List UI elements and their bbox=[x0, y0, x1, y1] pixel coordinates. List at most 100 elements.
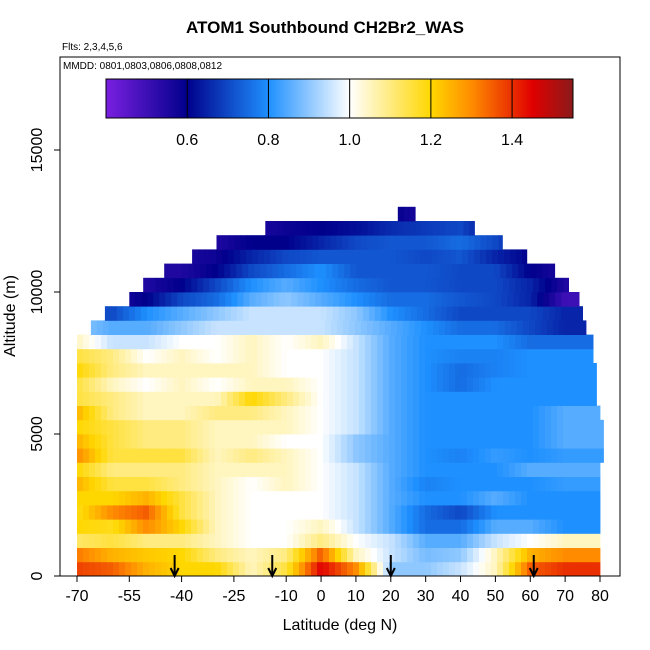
heatmap-cell bbox=[455, 519, 462, 534]
heatmap-cell bbox=[287, 434, 294, 449]
heatmap-cell bbox=[243, 292, 250, 307]
heatmap-cell bbox=[467, 334, 474, 350]
heatmap-cell bbox=[324, 249, 331, 264]
heatmap-cell bbox=[359, 462, 366, 477]
heatmap-cell bbox=[281, 476, 288, 492]
heatmap-cell bbox=[416, 306, 424, 321]
heatmap-cell bbox=[371, 348, 378, 364]
heatmap-cell bbox=[527, 391, 534, 406]
heatmap-cell bbox=[401, 377, 408, 392]
heatmap-cell bbox=[494, 306, 502, 321]
heatmap-cell bbox=[149, 405, 156, 421]
heatmap-cell bbox=[557, 277, 564, 293]
heatmap-cell bbox=[263, 277, 270, 293]
heatmap-cell bbox=[248, 263, 255, 279]
heatmap-cell bbox=[149, 334, 156, 350]
heatmap-cell bbox=[449, 334, 456, 350]
heatmap-cell bbox=[331, 221, 338, 236]
heatmap-cell bbox=[473, 476, 480, 492]
heatmap-cell bbox=[372, 235, 379, 250]
heatmap-cell bbox=[488, 306, 496, 321]
heatmap-cell bbox=[522, 320, 530, 335]
heatmap-cell bbox=[353, 448, 360, 463]
heatmap-cell bbox=[197, 561, 204, 576]
heatmap-cell bbox=[173, 519, 180, 534]
heatmap-cell bbox=[401, 547, 408, 563]
heatmap-cell bbox=[269, 448, 276, 463]
heatmap-cell bbox=[587, 348, 594, 364]
heatmap-cell bbox=[504, 320, 512, 335]
heatmap-cell bbox=[524, 263, 531, 279]
heatmap-cell bbox=[539, 363, 546, 378]
heatmap-cell bbox=[587, 490, 594, 506]
heatmap-cell bbox=[360, 249, 367, 264]
heatmap-cell bbox=[515, 419, 522, 435]
colorbar: 0.6 0.8 1.0 1.2 1.4 bbox=[105, 78, 574, 149]
heatmap-cell bbox=[263, 391, 270, 406]
heatmap-cell bbox=[83, 363, 90, 378]
heatmap-cell bbox=[101, 476, 108, 492]
heatmap-cell bbox=[479, 533, 486, 548]
heatmap-cell bbox=[446, 306, 454, 321]
heatmap-cell bbox=[275, 348, 282, 364]
heatmap-cell bbox=[453, 292, 460, 307]
heatmap-cell bbox=[186, 320, 194, 335]
heatmap-cell bbox=[119, 363, 126, 378]
heatmap-cell bbox=[311, 334, 318, 350]
heatmap-cell bbox=[239, 505, 246, 520]
heatmap-cell bbox=[593, 391, 597, 406]
heatmap-cell bbox=[347, 561, 354, 576]
heatmap-cell bbox=[224, 263, 231, 279]
heatmap-cell bbox=[221, 391, 228, 406]
heatmap-cell bbox=[557, 490, 564, 506]
heatmap-cell bbox=[140, 306, 148, 321]
heatmap-cell bbox=[257, 377, 264, 392]
heatmap-cell bbox=[197, 505, 204, 520]
heatmap-cell bbox=[95, 462, 102, 477]
heatmap-cell bbox=[173, 533, 180, 548]
heatmap-cell bbox=[413, 490, 420, 506]
heatmap-cell bbox=[323, 419, 330, 435]
heatmap-cell bbox=[587, 377, 594, 392]
heatmap-cell bbox=[389, 277, 396, 293]
heatmap-cell bbox=[353, 334, 360, 350]
heatmap-cell bbox=[407, 377, 414, 392]
heatmap-cell bbox=[377, 490, 384, 506]
heatmap-cell bbox=[347, 277, 354, 293]
heatmap-cell bbox=[179, 405, 186, 421]
heatmap-cell bbox=[287, 462, 294, 477]
heatmap-cell bbox=[366, 320, 374, 335]
heatmap-cell bbox=[161, 277, 168, 293]
heatmap-cell bbox=[236, 263, 243, 279]
heatmap-cell bbox=[285, 292, 292, 307]
heatmap-cell bbox=[293, 377, 300, 392]
heatmap-cell bbox=[311, 533, 318, 548]
heatmap-cell bbox=[563, 277, 569, 293]
dates-note: MMDD: 0801,0803,0806,0808,0812 bbox=[63, 61, 223, 72]
heatmap-cell bbox=[491, 448, 498, 463]
heatmap-cell bbox=[390, 320, 398, 335]
heatmap-cell bbox=[383, 476, 390, 492]
heatmap-cell bbox=[155, 277, 162, 293]
heatmap-cell bbox=[201, 292, 208, 307]
heatmap-cell bbox=[149, 419, 156, 435]
heatmap-cell bbox=[527, 363, 534, 378]
heatmap-cell bbox=[83, 505, 90, 520]
heatmap-cell bbox=[228, 235, 235, 250]
heatmap-cell bbox=[408, 235, 415, 250]
heatmap-cell bbox=[293, 462, 300, 477]
heatmap-cell bbox=[365, 533, 372, 548]
heatmap-cell bbox=[413, 519, 420, 534]
heatmap-cell bbox=[437, 561, 444, 576]
heatmap-cell bbox=[257, 434, 264, 449]
heatmap-cell bbox=[287, 405, 294, 421]
heatmap-cell bbox=[149, 448, 156, 463]
heatmap-cell bbox=[167, 448, 174, 463]
heatmap-cell bbox=[551, 391, 558, 406]
heatmap-cell bbox=[509, 334, 516, 350]
heatmap-cell bbox=[461, 476, 468, 492]
heatmap-cell bbox=[509, 533, 516, 548]
heatmap-cell bbox=[125, 363, 132, 378]
heatmap-cell bbox=[491, 405, 498, 421]
heatmap-cell bbox=[131, 533, 138, 548]
